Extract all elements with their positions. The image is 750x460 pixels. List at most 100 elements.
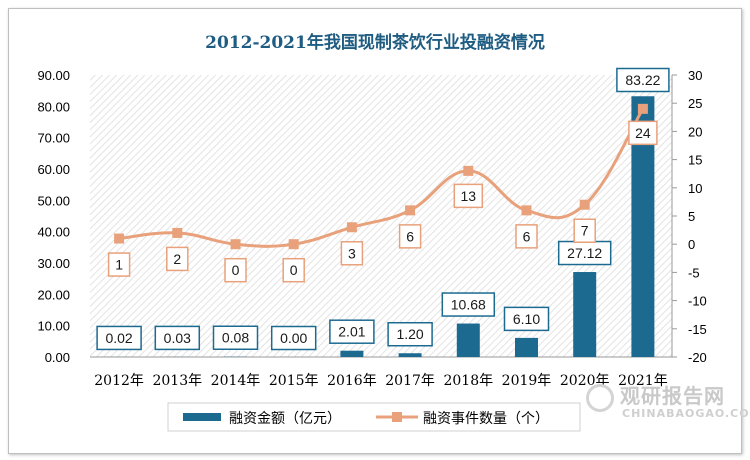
line-series	[114, 103, 648, 250]
bar-label: 0.02	[96, 325, 142, 351]
watermark-main-text: 观研报告网	[620, 384, 725, 408]
bar-label-text: 27.12	[567, 245, 602, 261]
line-label-text: 13	[461, 188, 477, 204]
y-right-tick-label: 5	[688, 209, 695, 224]
line-point	[579, 199, 590, 210]
bar-label: 0.00	[270, 325, 317, 351]
line-point	[230, 239, 241, 250]
line-point	[521, 205, 532, 216]
line-label: 3	[340, 241, 364, 266]
y-right-tick-label: -15	[688, 322, 707, 337]
line-label-text: 0	[232, 262, 240, 278]
chart-title: 2012-2021年我国现制茶饮行业投融资情况	[205, 33, 545, 53]
watermark-sub-text: CHINABAOGAO.COM	[622, 407, 750, 420]
bar-label-text: 0.08	[222, 330, 249, 346]
bar-label-text: 1.20	[396, 326, 423, 342]
line-label: 7	[573, 218, 596, 243]
line-label-box	[224, 257, 247, 283]
line-label-box	[628, 120, 658, 146]
line-point	[172, 227, 183, 238]
line-point	[346, 222, 357, 233]
y-right-tick-label: -10	[688, 294, 707, 309]
bar-label-box	[270, 325, 317, 351]
x-tick-label: 2018年	[443, 373, 493, 389]
bar	[573, 272, 597, 357]
x-tick-label: 2012年	[94, 373, 144, 389]
y-axis-left: 0.00 10.00 20.00 30.00 40.00 50.00 60.00 70.00 8…	[37, 68, 70, 365]
y-left-tick-label: 50.00	[37, 193, 70, 208]
y-right-tick-label: 10	[688, 181, 702, 196]
line-label-text: 3	[348, 245, 356, 261]
x-tick-label: 2021年	[618, 373, 668, 389]
line-label: 24	[628, 120, 658, 146]
bar-label-text: 0.03	[164, 330, 191, 346]
y-axis-right: -20 -15 -10 -5 0 5 10 15 20 25 30	[672, 68, 707, 365]
line-point	[114, 233, 125, 244]
bar-label-text: 0.02	[105, 330, 132, 346]
bar-label-text: 83.22	[625, 72, 660, 88]
line-label-text: 0	[290, 262, 298, 278]
bar-label: 27.12	[557, 240, 612, 266]
x-tick-label: 2015年	[269, 373, 319, 389]
watermark-logo-icon	[586, 384, 614, 412]
bar-label-box	[329, 319, 375, 344]
y-right-tick-label: 15	[688, 153, 702, 168]
bar	[456, 323, 480, 357]
line-data-labels: 1 2 0 0 3 6 13 6 7 24	[107, 120, 658, 283]
y-left-tick-label: 70.00	[37, 131, 70, 146]
legend: 融资金额（亿元） 融资事件数量（个）	[167, 402, 581, 432]
bar-label-box	[441, 292, 496, 317]
legend-bar-label: 融资金额（亿元）	[229, 411, 341, 427]
bar-label-text: 10.68	[451, 297, 486, 313]
y-right-tick-label: 30	[688, 68, 702, 83]
y-left-tick-label: 20.00	[37, 287, 70, 302]
bar-label: 83.22	[616, 67, 670, 93]
y-left-tick-label: 10.00	[37, 319, 70, 334]
line-label: 6	[398, 224, 422, 249]
bar-label-box	[212, 325, 259, 350]
line-label: 2	[166, 246, 189, 272]
bar-series	[107, 96, 655, 357]
bar-label-text: 6.10	[513, 311, 540, 327]
y-right-tick-label: -5	[688, 265, 700, 280]
legend-box	[167, 402, 581, 432]
line-label-box	[166, 246, 189, 272]
watermark: 观研报告网 CHINABAOGAO.COM	[586, 380, 750, 430]
x-tick-label: 2013年	[152, 373, 202, 389]
bar-label: 2.01	[329, 319, 375, 344]
line-label-box	[107, 252, 131, 277]
line-label-text: 24	[635, 125, 651, 141]
line-label-text: 1	[115, 257, 123, 273]
bar-label: 6.10	[503, 306, 550, 332]
bar-label-box	[387, 321, 433, 347]
legend-bar-swatch	[183, 413, 221, 421]
x-tick-label: 2014年	[211, 373, 261, 389]
line-label: 1	[107, 252, 131, 277]
line-label: 0	[282, 257, 305, 283]
y-left-tick-label: 0.00	[45, 350, 70, 365]
bar-label: 0.08	[212, 325, 259, 350]
line-label: 0	[224, 257, 247, 283]
bar	[515, 337, 538, 357]
y-right-tick-label: -20	[688, 350, 707, 365]
y-left-tick-label: 60.00	[37, 162, 70, 177]
bar	[631, 96, 655, 357]
y-left-tick-label: 80.00	[37, 99, 70, 114]
x-tick-label: 2016年	[327, 373, 377, 389]
bar-data-labels: 0.02 0.03 0.08 0.00 2.01 1.20 10.68 6.10 27.12 83…	[96, 67, 670, 351]
line-label-box	[340, 241, 364, 266]
x-tick-label: 2017年	[385, 373, 435, 389]
line-label-text: 6	[406, 228, 414, 244]
legend-line-label: 融资事件数量（个）	[423, 411, 549, 427]
bar-label-box	[616, 67, 670, 93]
legend-line-marker	[392, 412, 402, 422]
line-label-text: 6	[523, 228, 531, 244]
line-label-box	[398, 224, 422, 249]
line-label-box	[573, 218, 596, 243]
bar-label-box	[96, 325, 142, 351]
y-right-tick-label: 25	[688, 96, 702, 111]
line-point	[637, 103, 648, 114]
line-label: 6	[515, 224, 538, 249]
line-point	[288, 239, 299, 250]
bar-label: 1.20	[387, 321, 433, 347]
